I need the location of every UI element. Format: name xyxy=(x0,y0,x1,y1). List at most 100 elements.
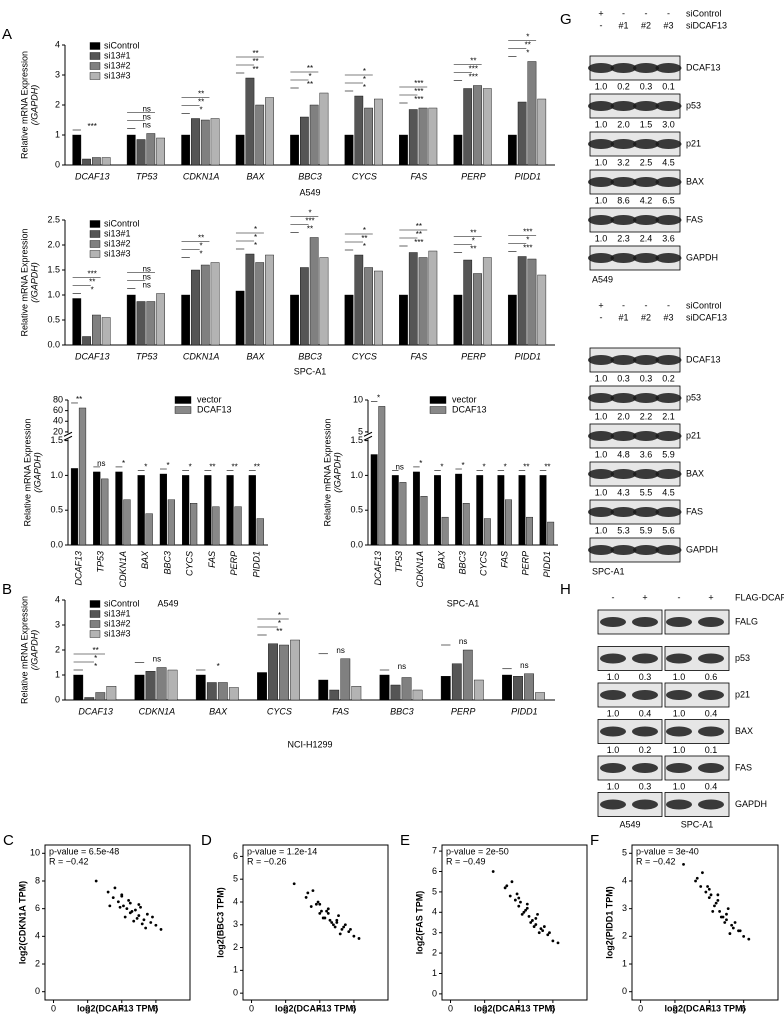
significance-label: ** xyxy=(209,463,215,472)
blot-quant: 1.0 xyxy=(673,781,686,791)
bar xyxy=(206,682,217,701)
point xyxy=(534,923,538,926)
blot-quant: 0.3 xyxy=(617,373,630,383)
bar xyxy=(101,478,109,546)
y-tick-label: 1.5 xyxy=(350,435,363,445)
blot-quant: 1.0 xyxy=(607,745,620,755)
significance-label: * xyxy=(377,393,380,402)
blot-band xyxy=(666,653,692,664)
point xyxy=(529,921,533,924)
blot-band xyxy=(698,799,724,810)
treatment-label: siControl xyxy=(686,300,722,310)
bar xyxy=(145,671,156,701)
blot-quant: 5.5 xyxy=(640,487,653,497)
bar xyxy=(70,468,79,546)
bar xyxy=(412,471,420,546)
blot-quant: 0.3 xyxy=(640,81,653,91)
blot-band xyxy=(655,177,682,187)
bar xyxy=(539,475,547,546)
point xyxy=(132,919,136,923)
significance-label: * xyxy=(472,237,475,246)
point xyxy=(335,921,339,924)
significance-label: * xyxy=(200,242,203,251)
x-tick-label: 6 xyxy=(550,1003,555,1013)
y-axis-label: log2(CDKN1A TPM) xyxy=(17,881,27,964)
point xyxy=(328,918,332,922)
significance-label: * xyxy=(363,67,366,76)
lane-sign: - xyxy=(645,300,648,310)
blot-band xyxy=(655,431,682,441)
lane-sign: #2 xyxy=(641,312,651,322)
y-tick-label: 6 xyxy=(233,851,238,861)
blot-band xyxy=(588,139,614,149)
x-tick-label: TP53 xyxy=(136,351,158,361)
x-axis-label: log2(DCAF13 TPM) xyxy=(665,1003,746,1013)
point xyxy=(292,882,296,886)
x-tick-label: 0 xyxy=(448,1003,453,1013)
blot-label: p21 xyxy=(686,430,701,440)
y-tick-label: 2.0 xyxy=(47,239,60,249)
point xyxy=(725,918,728,922)
blot-quant: 1.0 xyxy=(595,119,608,129)
x-tick-label: 4 xyxy=(317,1003,322,1013)
legend-label: si13#3 xyxy=(104,628,131,638)
bar xyxy=(84,697,95,701)
x-tick-label: TP53 xyxy=(394,551,404,573)
panel-label: B xyxy=(2,581,12,598)
x-tick-label: PIDD1 xyxy=(542,551,552,578)
y-tick-label: 1 xyxy=(55,669,60,679)
x-tick-label: DCAF13 xyxy=(73,551,83,586)
significance-label: * xyxy=(278,611,281,620)
significance-label: * xyxy=(483,463,486,472)
point xyxy=(714,901,718,905)
x-tick-label: BAX xyxy=(436,550,446,569)
y-tick-label: 80 xyxy=(53,394,63,404)
significance-label: ** xyxy=(254,463,260,472)
y-axis-label-sub: (/GAPDH) xyxy=(29,85,39,126)
significance-label: * xyxy=(504,463,507,472)
blot-quant: 1.0 xyxy=(595,195,608,205)
point xyxy=(332,923,335,927)
blot-label: BAX xyxy=(686,468,704,478)
bar xyxy=(364,267,373,346)
blot-band xyxy=(633,545,659,555)
point xyxy=(525,902,529,906)
treatment-label: siControl xyxy=(686,8,722,18)
legend-label: DCAF13 xyxy=(197,404,232,414)
point xyxy=(111,896,115,899)
bar xyxy=(420,496,428,546)
bar xyxy=(453,294,463,346)
bar xyxy=(526,516,533,546)
bar xyxy=(408,252,418,346)
point xyxy=(707,887,711,891)
bar xyxy=(502,674,512,701)
blot-quant: 0.6 xyxy=(705,672,718,682)
bar xyxy=(497,475,505,546)
blot-band xyxy=(600,690,626,700)
x-tick-label: 6 xyxy=(153,1003,158,1013)
point xyxy=(159,928,163,931)
x-tick-label: PIDD1 xyxy=(515,351,542,361)
y-tick-label: 0 xyxy=(233,988,238,998)
lane-sign: + xyxy=(598,300,603,310)
lane-sign: #2 xyxy=(641,20,651,30)
significance-label: ** xyxy=(232,463,238,472)
y-tick-label: 5 xyxy=(432,886,437,896)
point xyxy=(127,898,130,902)
blot-quant: 5.9 xyxy=(640,525,653,535)
blot-quant: 0.2 xyxy=(662,373,675,383)
blot-band xyxy=(610,253,637,263)
significance-label: ** xyxy=(276,627,282,636)
bar xyxy=(399,134,408,166)
x-tick-label: BAX xyxy=(140,550,150,569)
y-axis-label: Relative mRNA Expression xyxy=(322,418,332,526)
y-tick-label: 10 xyxy=(30,848,40,858)
point xyxy=(725,912,728,916)
y-tick-label: 2 xyxy=(233,942,238,952)
blot-quant: 5.9 xyxy=(662,449,675,459)
x-tick-label: FAS xyxy=(332,706,349,716)
y-tick-label: 1.5 xyxy=(47,264,60,274)
x-tick-label: BBC3 xyxy=(298,171,322,181)
blot-band xyxy=(600,617,626,627)
blot-quant: 4.5 xyxy=(662,157,675,167)
